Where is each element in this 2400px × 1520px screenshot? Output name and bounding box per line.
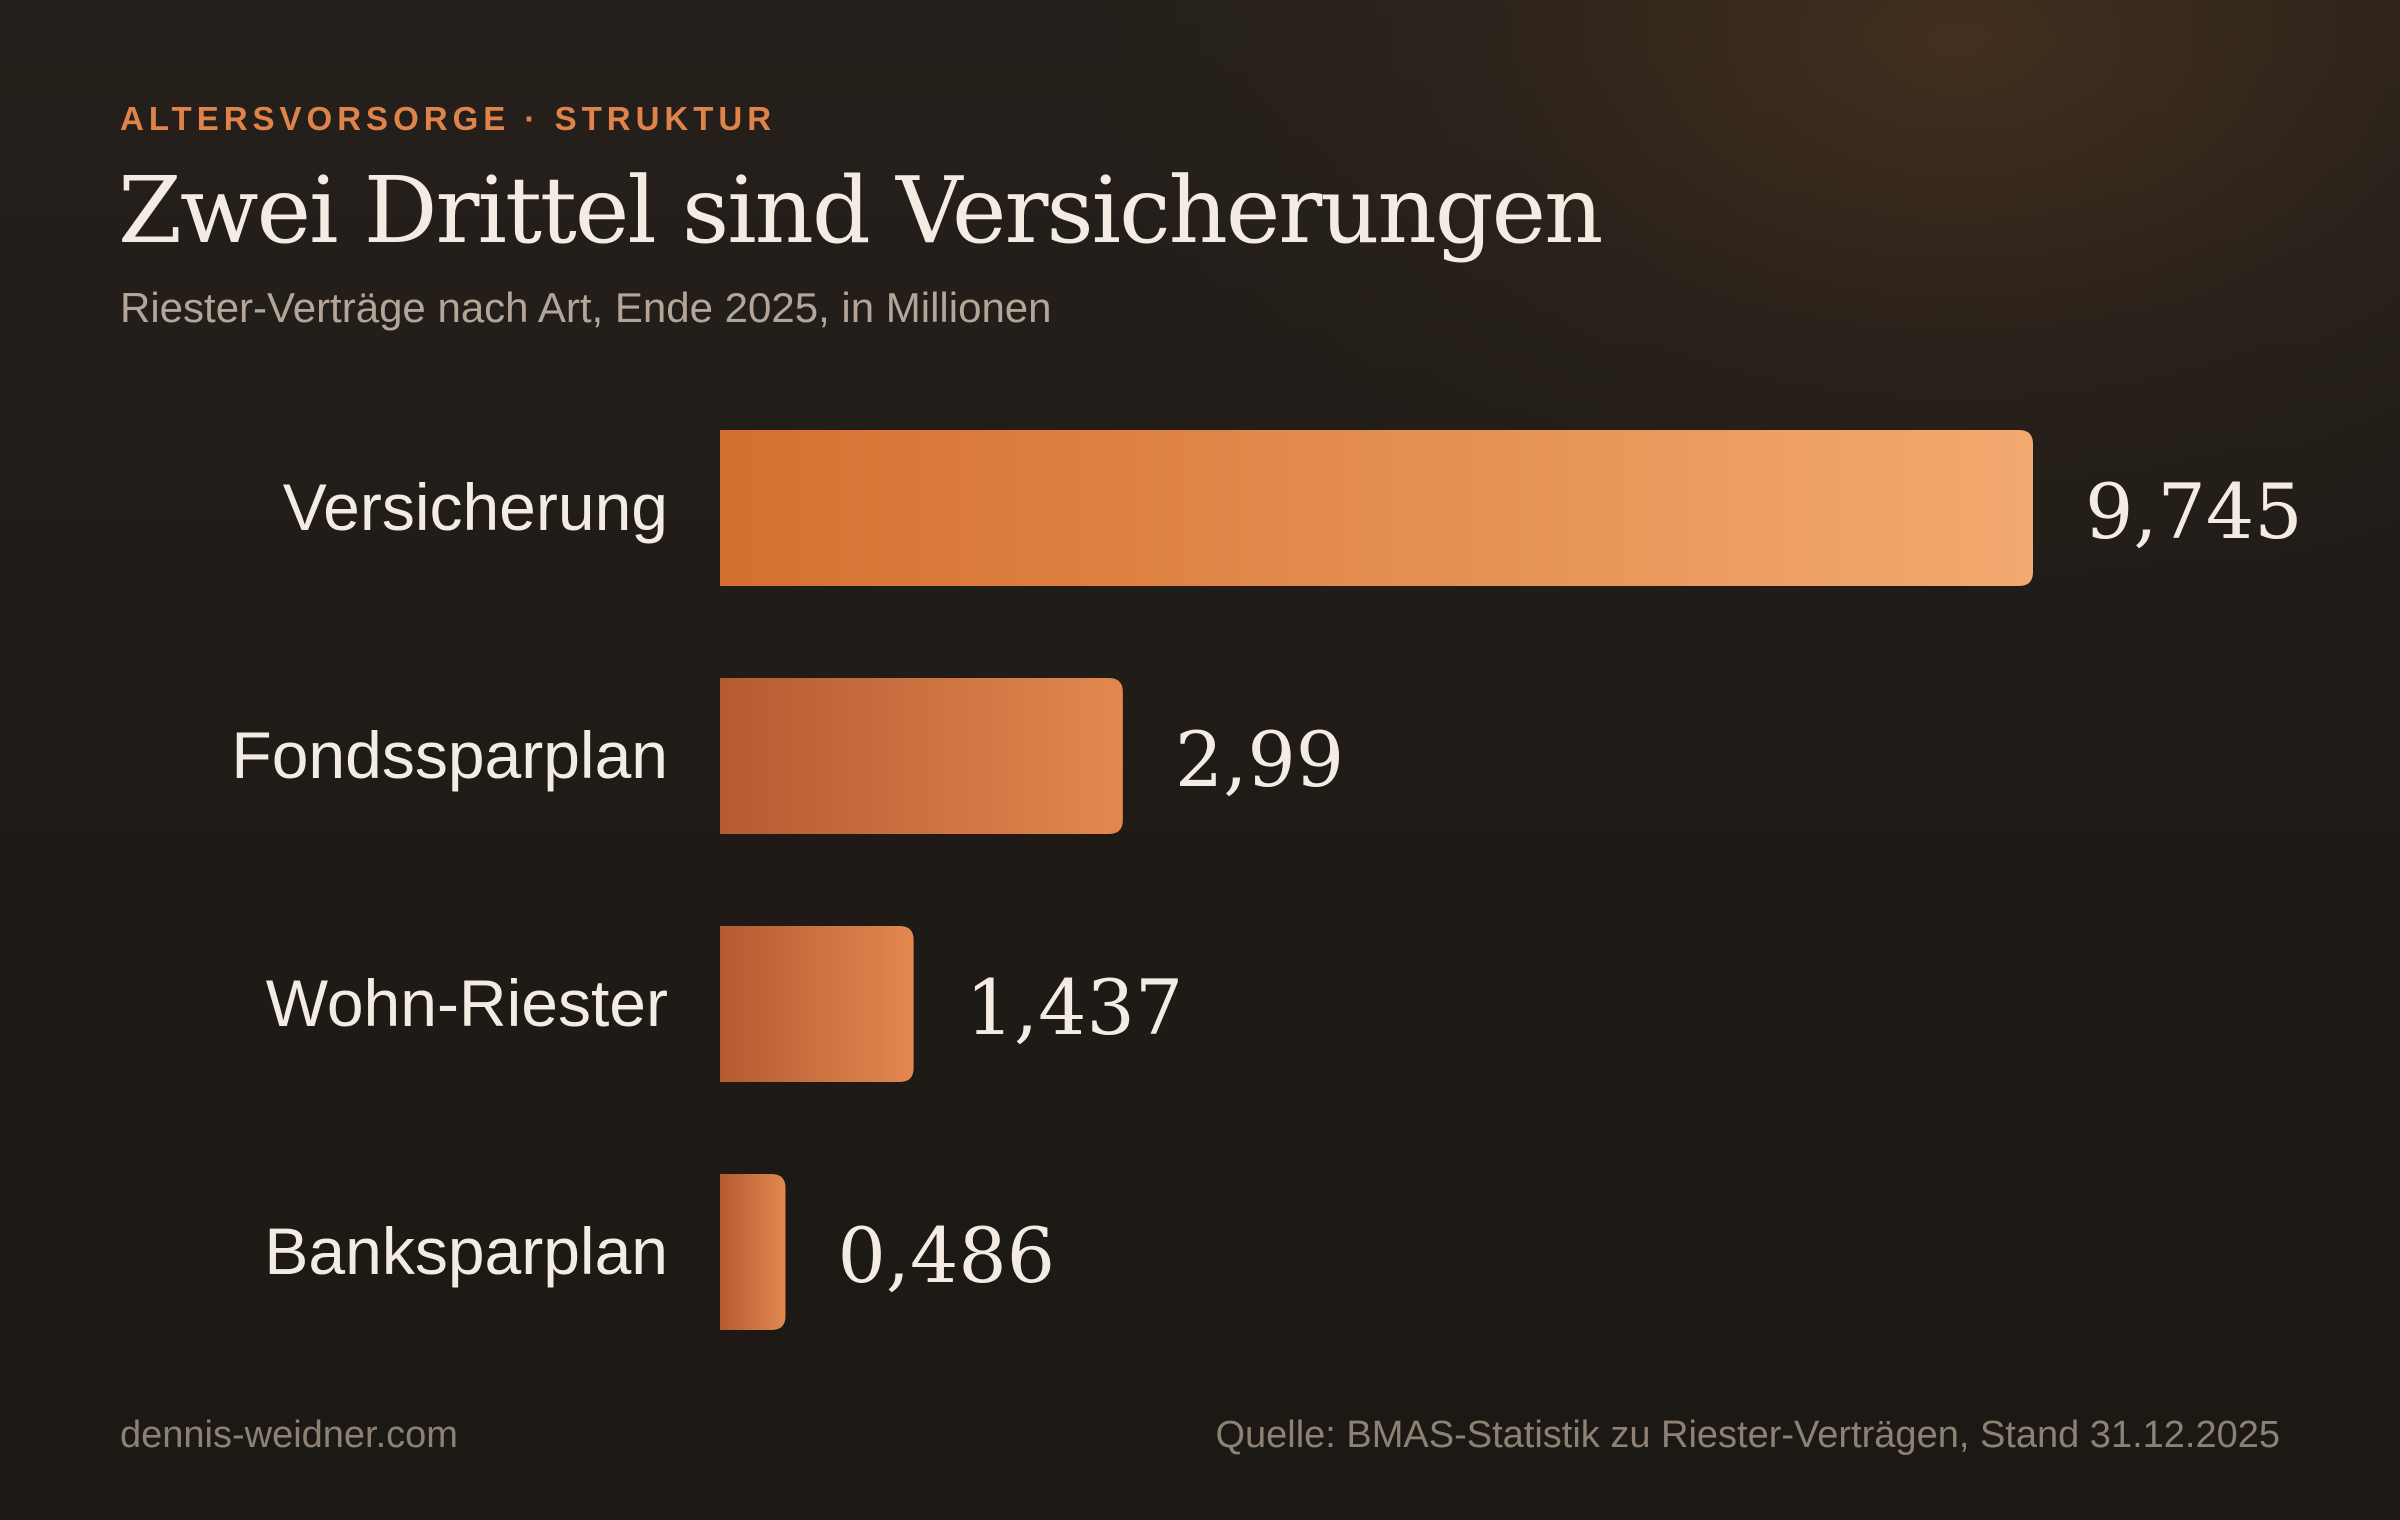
footer-site: dennis-weidner.com [120,1414,458,1456]
category-label: Banksparplan [264,1214,668,1288]
bar [720,430,2033,586]
bar [720,678,1123,834]
value-label: 2,99 [1175,715,1344,804]
value-label: 1,437 [966,963,1184,1052]
category-label: Wohn-Riester [266,966,668,1040]
category-label: Versicherung [283,470,668,544]
value-label: 0,486 [837,1211,1055,1300]
category-label: Fondssparplan [231,718,668,792]
chart-subtitle: Riester-Verträge nach Art, Ende 2025, in… [120,284,1052,331]
chart-title: Zwei Drittel sind Versicherungen [118,157,1603,264]
kicker-label: ALTERSVORSORGE · STRUKTUR [120,100,777,137]
value-label: 9,745 [2085,467,2303,556]
bar [720,1174,786,1330]
bar [720,926,914,1082]
footer-source: Quelle: BMAS-Statistik zu Riester-Verträ… [1215,1414,2280,1456]
